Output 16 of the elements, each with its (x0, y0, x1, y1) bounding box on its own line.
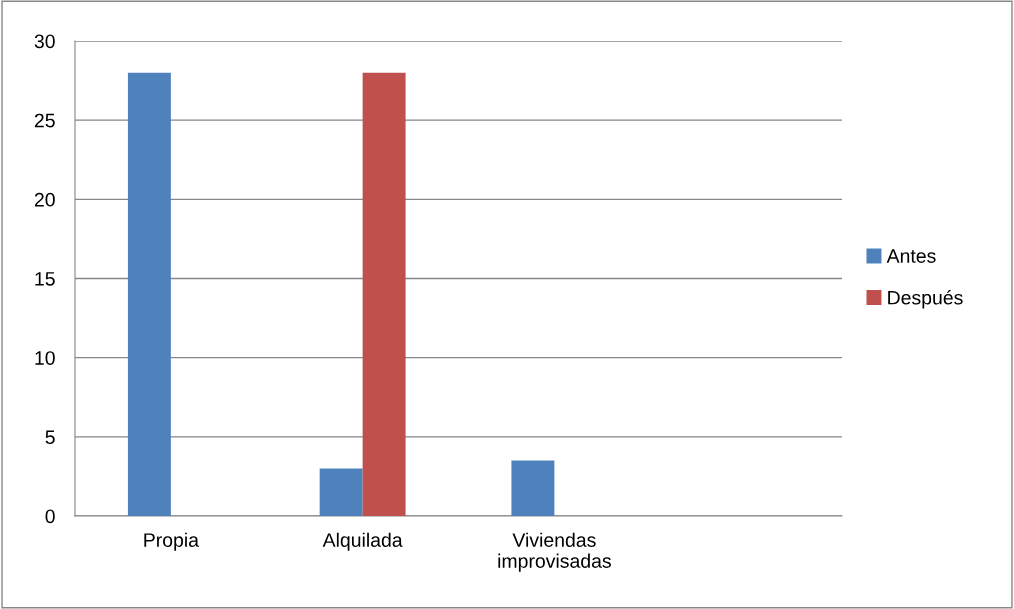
bar (511, 460, 555, 516)
y-tick-label: 0 (45, 509, 55, 524)
legend-label: Antes (886, 249, 936, 263)
y-tick-label: 25 (34, 113, 55, 128)
y-tick-label: 15 (35, 272, 55, 286)
x-tick-label: Viviendas improvisadas (498, 532, 611, 572)
x-tick-label: Propia (144, 532, 199, 551)
y-tick-label: 5 (45, 430, 55, 445)
bar (319, 468, 363, 516)
x-tick-label: Alquilada (322, 532, 403, 551)
y-tick-label: 10 (35, 351, 55, 365)
y-tick-label: 20 (34, 192, 55, 207)
y-tick-label: 30 (34, 34, 55, 49)
legend-label: Después (888, 290, 963, 309)
bar (362, 72, 406, 516)
bar (127, 72, 171, 516)
